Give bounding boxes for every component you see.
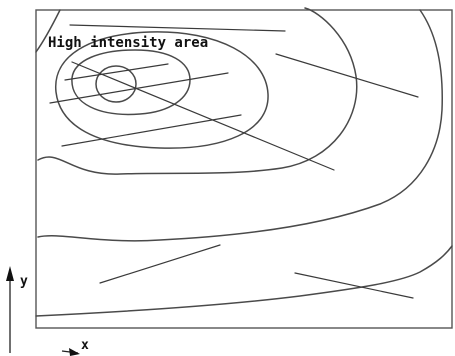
contour-corner-top-left (35, 9, 61, 53)
contour-ring-4 (37, 7, 358, 175)
segment (61, 114, 242, 147)
diagram-frame (35, 9, 453, 329)
segment (71, 61, 335, 171)
segment (294, 272, 414, 299)
contour-ring-5 (37, 9, 444, 242)
contour-lines (35, 7, 453, 317)
x-axis-arrowhead (69, 348, 80, 356)
segment (99, 244, 221, 284)
segment (49, 72, 229, 104)
contour-ring-2 (71, 49, 191, 116)
y-axis-label: y (20, 274, 28, 289)
flow-segments (49, 24, 419, 299)
x-axis-indicator: x (61, 338, 89, 356)
contour-ring-3 (55, 31, 269, 149)
high-intensity-label: High intensity area (48, 35, 208, 51)
segment (275, 53, 419, 98)
y-axis-indicator: y (6, 266, 28, 353)
contour-innermost (95, 65, 137, 103)
contour-ring-6 (35, 245, 453, 317)
segment (64, 63, 169, 81)
x-axis-label: x (81, 338, 89, 353)
y-axis-arrowhead (6, 266, 14, 281)
segment (69, 24, 286, 32)
